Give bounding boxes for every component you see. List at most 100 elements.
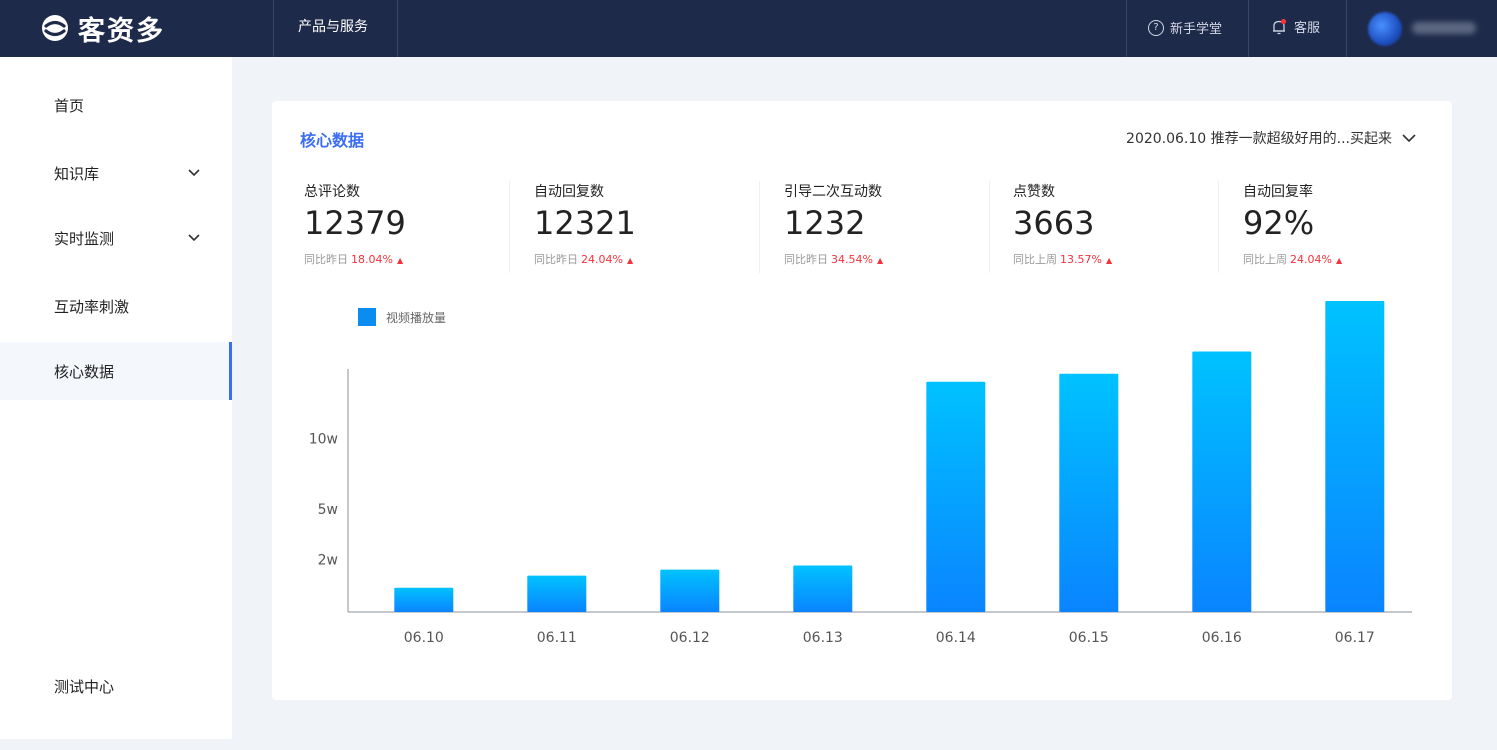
video-views-bar-chart: 2w 5w 10w 06.10 06.11 06.12 06.13 06.14 06.15 06.… bbox=[309, 301, 1412, 646]
chart-bar bbox=[1059, 373, 1119, 612]
legend-label: 视频播放量 bbox=[386, 310, 447, 325]
stat-label: 点赞数 bbox=[1013, 184, 1055, 200]
stat-divider bbox=[509, 181, 510, 273]
filter-selected-value: 2020.06.10 推荐一款超级好用的...买起来 bbox=[1126, 131, 1392, 147]
x-tick-label: 06.15 bbox=[1069, 630, 1109, 646]
sidebar: 首页 知识库 实时监测 互动率刺激 核心数据 测试中心 bbox=[0, 57, 232, 739]
x-tick-label: 06.17 bbox=[1335, 630, 1375, 646]
nav-divider bbox=[397, 0, 398, 57]
compare-percent: 24.04% bbox=[581, 253, 623, 266]
sidebar-item-label: 实时监测 bbox=[54, 229, 115, 248]
compare-label: 同比上周 bbox=[1013, 253, 1057, 266]
x-tick-label: 06.11 bbox=[537, 630, 577, 646]
compare-label: 同比昨日 bbox=[534, 253, 578, 266]
compare-label: 同比上周 bbox=[1243, 253, 1287, 266]
sidebar-item-interaction-boost[interactable]: 互动率刺激 bbox=[0, 277, 232, 335]
stat-value: 3663 bbox=[1013, 204, 1095, 242]
chart-bar bbox=[1325, 301, 1385, 612]
stat-compare: 同比昨日 18.04% ▲ bbox=[304, 251, 406, 267]
sidebar-item-knowledge-base[interactable]: 知识库 bbox=[0, 144, 232, 202]
stat-divider bbox=[989, 181, 990, 273]
core-data-card: 核心数据 2020.06.10 推荐一款超级好用的...买起来 总评论数 123… bbox=[272, 101, 1452, 700]
y-tick-label: 10w bbox=[309, 431, 338, 447]
sidebar-item-label: 知识库 bbox=[54, 164, 100, 183]
trend-up-icon: ▲ bbox=[1335, 256, 1343, 265]
sidebar-item-label: 核心数据 bbox=[54, 362, 115, 381]
logo-text: 客资多 bbox=[78, 15, 165, 47]
user-avatar[interactable] bbox=[1368, 12, 1402, 46]
bell-icon bbox=[1270, 18, 1288, 36]
stat-auto-replies: 自动回复数 12321 同比昨日 24.04% ▲ bbox=[534, 181, 636, 267]
stat-divider bbox=[759, 181, 760, 273]
stat-compare: 同比昨日 24.04% ▲ bbox=[534, 251, 636, 267]
chevron-down-icon bbox=[188, 169, 200, 177]
app-logo[interactable]: 客资多 bbox=[40, 10, 165, 47]
customer-service-label: 客服 bbox=[1294, 21, 1321, 36]
card-title: 核心数据 bbox=[300, 131, 365, 150]
compare-percent: 18.04% bbox=[351, 253, 393, 266]
x-tick-label: 06.12 bbox=[670, 630, 710, 646]
chart-bar bbox=[926, 381, 986, 612]
stat-compare: 同比上周 13.57% ▲ bbox=[1013, 251, 1112, 267]
nav-divider bbox=[1346, 0, 1347, 57]
compare-label: 同比昨日 bbox=[784, 253, 828, 266]
y-tick-label: 5w bbox=[318, 502, 338, 518]
stat-likes: 点赞数 3663 同比上周 13.57% ▲ bbox=[1013, 181, 1112, 267]
compare-label: 同比昨日 bbox=[304, 253, 348, 266]
sidebar-item-label: 首页 bbox=[54, 96, 85, 115]
trend-up-icon: ▲ bbox=[1105, 256, 1113, 265]
stat-value: 92% bbox=[1243, 204, 1315, 242]
x-tick-label: 06.13 bbox=[803, 630, 843, 646]
compare-percent: 24.04% bbox=[1290, 253, 1332, 266]
stat-label: 自动回复数 bbox=[534, 184, 604, 200]
chart-bar bbox=[660, 569, 720, 612]
logo-icon bbox=[40, 13, 70, 43]
trend-up-icon: ▲ bbox=[626, 256, 634, 265]
y-tick-label: 2w bbox=[318, 552, 338, 568]
compare-percent: 13.57% bbox=[1060, 253, 1102, 266]
stat-total-comments: 总评论数 12379 同比昨日 18.04% ▲ bbox=[304, 181, 406, 267]
chart-legend[interactable]: 视频播放量 bbox=[358, 308, 446, 326]
nav-products-services[interactable]: 产品与服务 bbox=[298, 19, 368, 35]
legend-swatch bbox=[358, 308, 376, 326]
stat-value: 1232 bbox=[784, 204, 866, 242]
chevron-down-icon bbox=[188, 234, 200, 242]
top-navbar: 客资多 产品与服务 ? 新手学堂 客服 bbox=[0, 0, 1497, 57]
chart-bar bbox=[527, 575, 587, 612]
username-blurred[interactable] bbox=[1412, 22, 1476, 34]
stat-value: 12321 bbox=[534, 204, 636, 242]
stat-label: 自动回复率 bbox=[1243, 184, 1313, 200]
stat-label: 总评论数 bbox=[304, 184, 360, 200]
sidebar-item-label: 互动率刺激 bbox=[54, 297, 130, 316]
x-tick-label: 06.16 bbox=[1202, 630, 1242, 646]
chart-bar bbox=[1192, 351, 1252, 612]
help-center-label: 新手学堂 bbox=[1170, 22, 1223, 37]
nav-divider bbox=[273, 0, 274, 57]
stat-compare: 同比昨日 34.54% ▲ bbox=[784, 251, 883, 267]
stat-label: 引导二次互动数 bbox=[784, 184, 882, 200]
sidebar-item-home[interactable]: 首页 bbox=[0, 76, 232, 134]
nav-divider bbox=[1126, 0, 1127, 57]
stat-divider bbox=[1218, 181, 1219, 273]
sidebar-item-label: 测试中心 bbox=[54, 677, 115, 696]
nav-divider bbox=[1248, 0, 1249, 57]
x-tick-label: 06.10 bbox=[404, 630, 444, 646]
chart-bar bbox=[394, 587, 454, 612]
x-tick-label: 06.14 bbox=[936, 630, 976, 646]
stat-compare: 同比上周 24.04% ▲ bbox=[1243, 251, 1342, 267]
trend-up-icon: ▲ bbox=[876, 256, 884, 265]
stat-auto-reply-rate: 自动回复率 92% 同比上周 24.04% ▲ bbox=[1243, 181, 1342, 267]
customer-service-link[interactable]: 客服 bbox=[1270, 17, 1320, 36]
chevron-down-icon bbox=[1402, 134, 1416, 143]
compare-percent: 34.54% bbox=[831, 253, 873, 266]
sidebar-item-test-center[interactable]: 测试中心 bbox=[0, 657, 232, 715]
sidebar-item-realtime-monitor[interactable]: 实时监测 bbox=[0, 209, 232, 267]
stat-secondary-interactions: 引导二次互动数 1232 同比昨日 34.54% ▲ bbox=[784, 181, 883, 267]
trend-up-icon: ▲ bbox=[396, 256, 404, 265]
stat-value: 12379 bbox=[304, 204, 406, 242]
help-center-link[interactable]: ? 新手学堂 bbox=[1148, 18, 1222, 37]
video-filter-dropdown[interactable]: 2020.06.10 推荐一款超级好用的...买起来 bbox=[1126, 128, 1416, 148]
chart-bar bbox=[793, 565, 853, 612]
question-icon: ? bbox=[1148, 19, 1164, 36]
sidebar-item-core-data[interactable]: 核心数据 bbox=[0, 342, 232, 400]
